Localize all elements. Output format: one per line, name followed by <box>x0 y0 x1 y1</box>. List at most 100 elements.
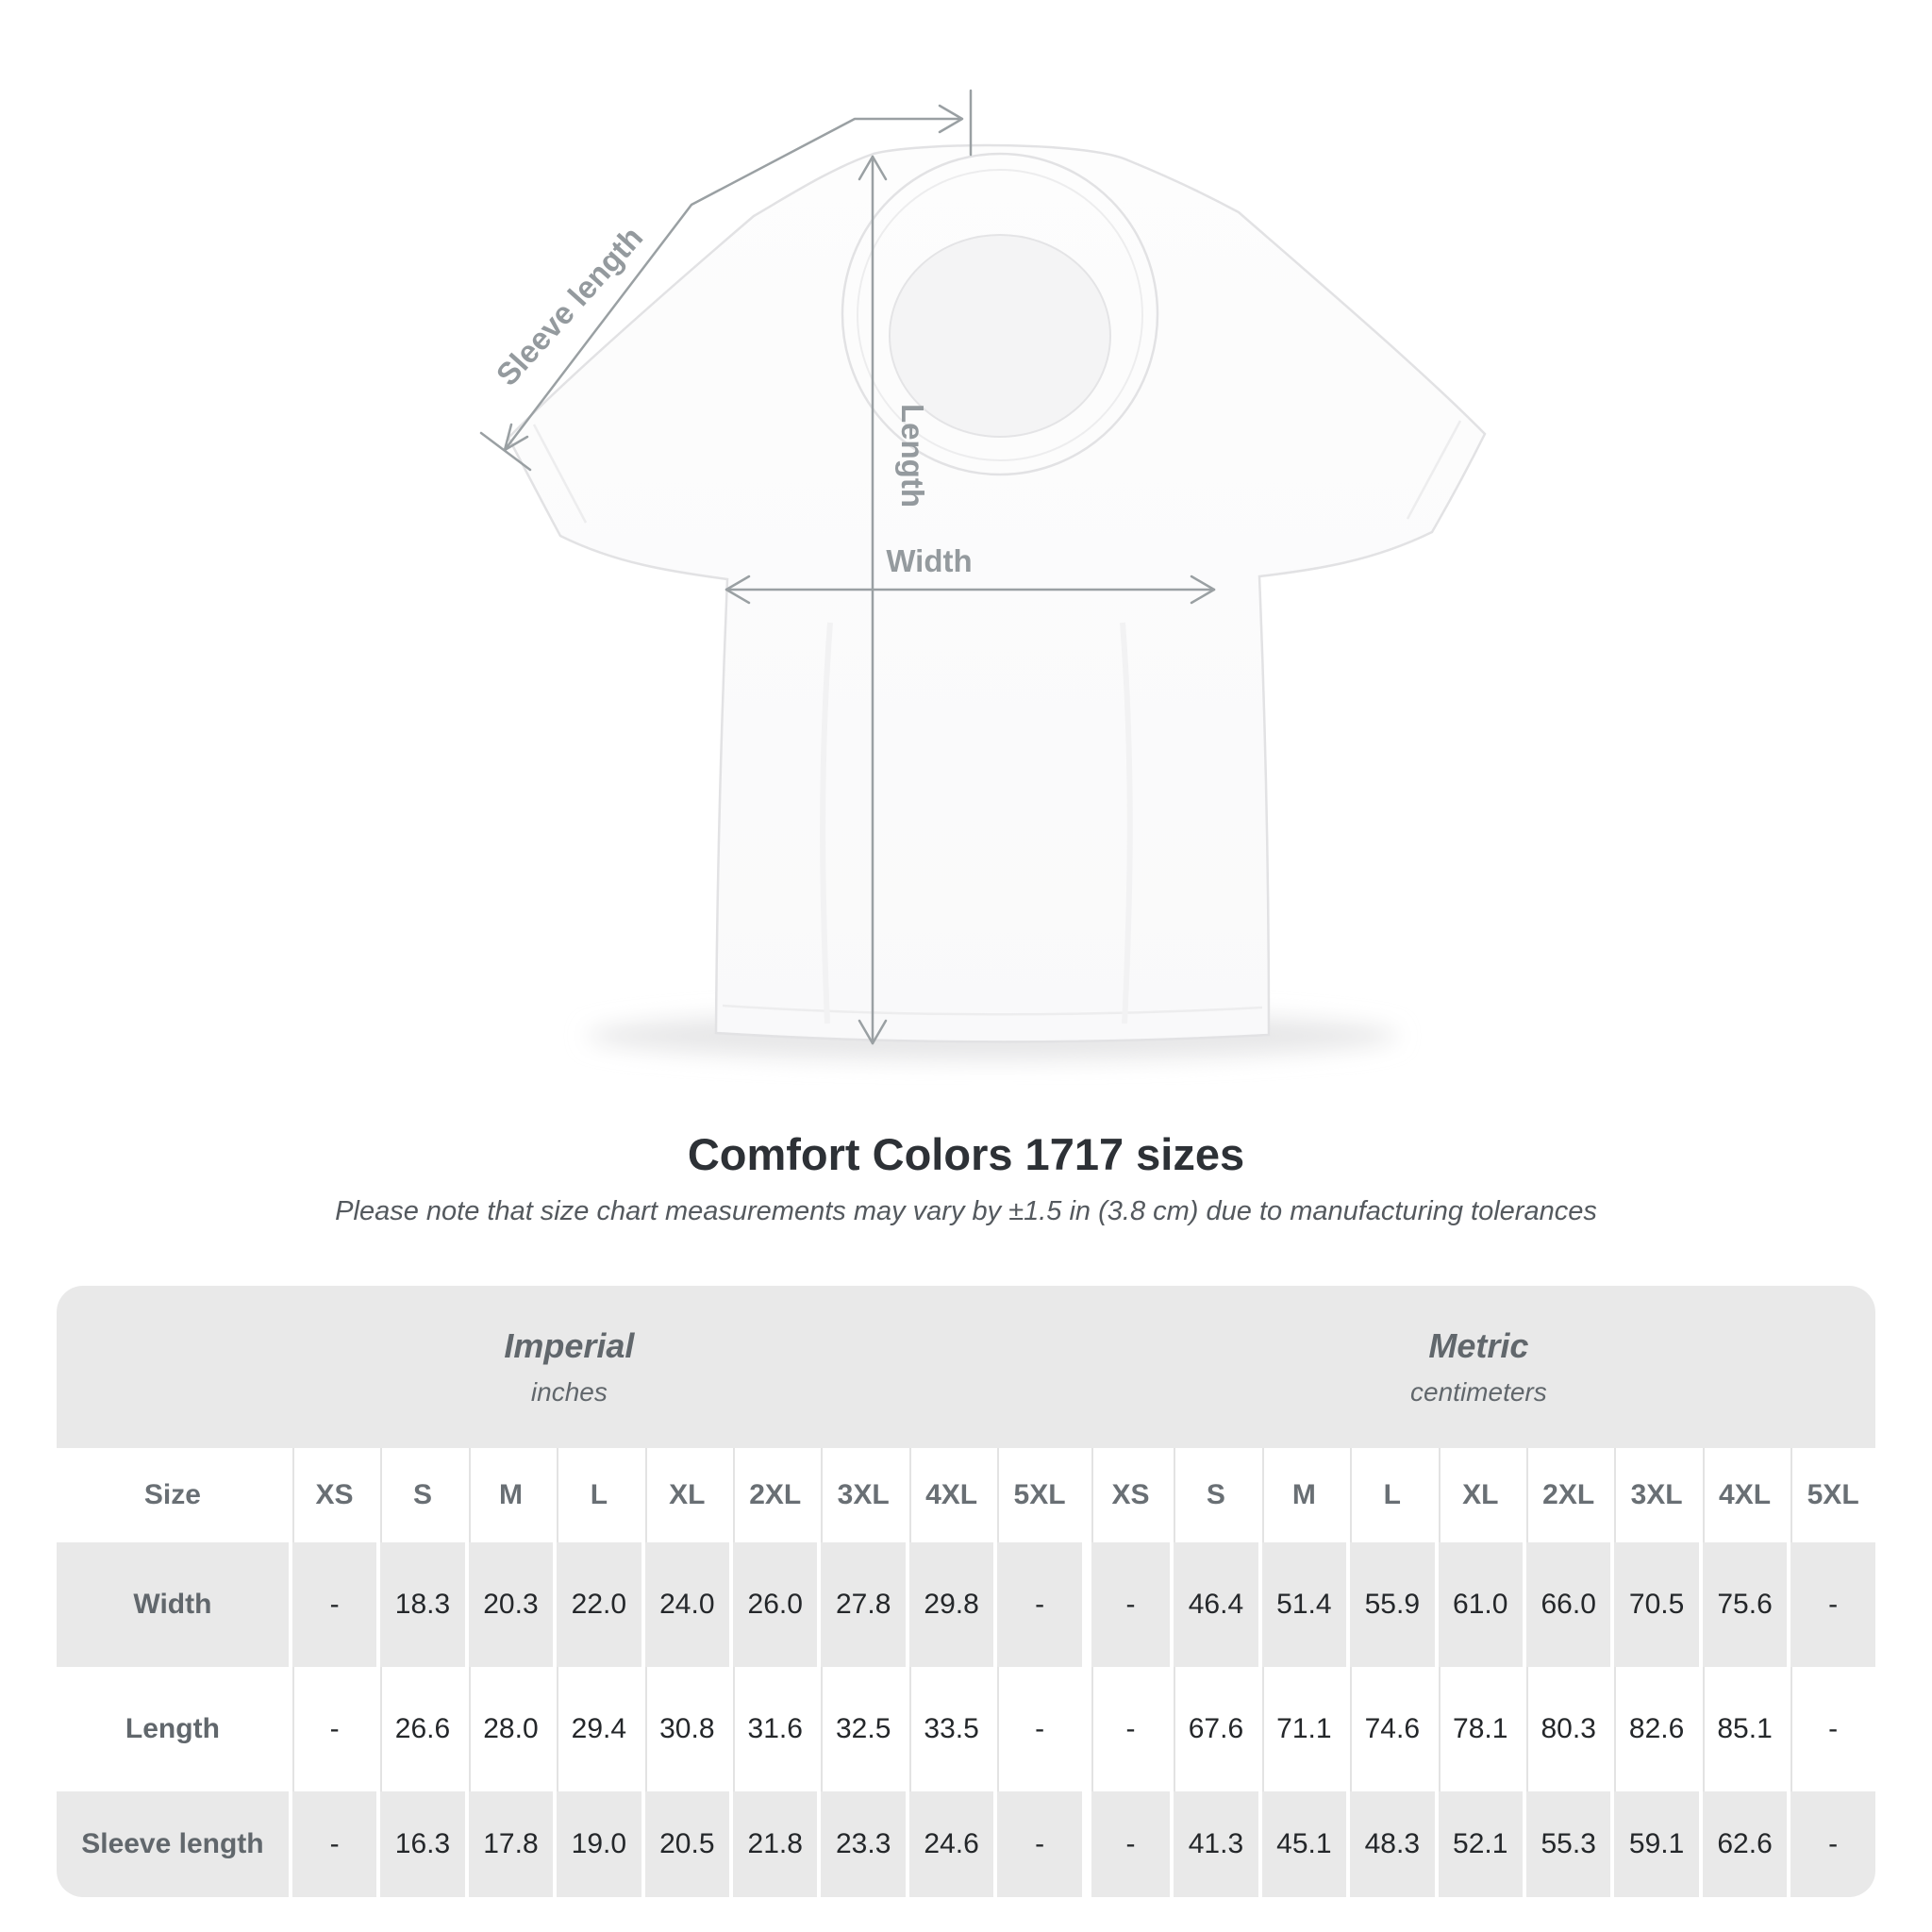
fabric-crease <box>820 622 833 1024</box>
size-header-metric-s: S <box>1170 1448 1257 1542</box>
value-cell: - <box>288 1667 377 1791</box>
size-header-imperial-4xl: 4XL <box>905 1448 993 1542</box>
size-header-imperial-2xl: 2XL <box>729 1448 817 1542</box>
imperial-label: Imperial <box>504 1326 635 1365</box>
value-cell: 28.0 <box>464 1667 554 1791</box>
table-row: Width -18.3 20.3 22.0 24.0 26.0 27.8 29.8- -46.4… <box>57 1542 1875 1667</box>
size-header-row: Size XS S M L XL 2XL 3XL 4XL 5XL XS S M L XL 2XL 3XL 4XL 5… <box>57 1448 1875 1542</box>
value-cell: 16.3 <box>376 1791 465 1897</box>
value-cell: 52.1 <box>1434 1791 1523 1897</box>
value-cell: 24.6 <box>905 1791 994 1897</box>
collar-stitch-line <box>857 169 1143 461</box>
table-row: Length -26.6 28.0 29.4 30.8 31.6 32.5 33.5- -67.… <box>57 1667 1875 1791</box>
value-cell: 30.8 <box>641 1667 730 1791</box>
value-cell: - <box>1081 1791 1171 1897</box>
sleeve-end-tick <box>479 431 532 472</box>
value-cell: 20.3 <box>464 1542 554 1667</box>
row-label: Width <box>57 1542 289 1667</box>
length-label: Length <box>895 404 930 508</box>
row-label: Sleeve length <box>57 1791 289 1897</box>
row-label: Length <box>57 1667 289 1791</box>
value-cell: 41.3 <box>1170 1791 1258 1897</box>
value-cell: 33.5 <box>905 1667 994 1791</box>
width-arrowhead-right <box>1190 575 1216 605</box>
value-cell: 27.8 <box>817 1542 906 1667</box>
value-cell: 31.6 <box>729 1667 818 1791</box>
imperial-section-header: Imperial inches <box>57 1286 1082 1448</box>
size-header-metric-xl: XL <box>1434 1448 1523 1542</box>
value-cell: 26.0 <box>729 1542 818 1667</box>
value-cell: - <box>288 1791 377 1897</box>
value-cell: 80.3 <box>1522 1667 1611 1791</box>
value-cell: - <box>1081 1542 1171 1667</box>
value-cell: 19.0 <box>553 1791 641 1897</box>
value-cell: 78.1 <box>1434 1667 1523 1791</box>
tshirt-measurement-diagram: Sleeve length Length Width <box>479 89 1487 1060</box>
value-cell: - <box>1787 1791 1875 1897</box>
fabric-crease <box>1120 622 1133 1024</box>
length-arrowhead-top <box>858 155 888 181</box>
size-header-metric-2xl: 2XL <box>1522 1448 1610 1542</box>
value-cell: 74.6 <box>1346 1667 1435 1791</box>
metric-label: Metric <box>1428 1326 1529 1365</box>
value-cell: 29.4 <box>553 1667 641 1791</box>
value-cell: 20.5 <box>641 1791 730 1897</box>
section-header-row: Imperial inches Metric centimeters <box>57 1286 1875 1448</box>
size-header-imperial-xs: XS <box>288 1448 376 1542</box>
length-arrowhead-bottom <box>858 1019 888 1045</box>
value-cell: 22.0 <box>553 1542 641 1667</box>
size-header-metric-3xl: 3XL <box>1610 1448 1698 1542</box>
sleeve-length-line <box>503 117 962 452</box>
value-cell: - <box>993 1542 1082 1667</box>
value-cell: 17.8 <box>464 1791 554 1897</box>
value-cell: 45.1 <box>1257 1791 1347 1897</box>
value-cell: - <box>1787 1542 1875 1667</box>
size-header-imperial-m: M <box>464 1448 553 1542</box>
value-cell: 82.6 <box>1610 1667 1699 1791</box>
value-cell: 62.6 <box>1698 1791 1788 1897</box>
value-cell: 32.5 <box>817 1667 906 1791</box>
value-cell: 26.6 <box>376 1667 465 1791</box>
collar-neck-opening <box>889 234 1111 438</box>
value-cell: 67.6 <box>1170 1667 1258 1791</box>
value-cell: - <box>288 1542 377 1667</box>
size-header-metric-l: L <box>1346 1448 1434 1542</box>
collar-outer-seam <box>841 152 1159 476</box>
value-cell: 70.5 <box>1610 1542 1699 1667</box>
value-cell: - <box>1787 1667 1875 1791</box>
value-cell: 55.9 <box>1346 1542 1435 1667</box>
right-sleeve-stitch <box>1406 420 1462 520</box>
hem-stitch-line <box>722 1004 1263 1016</box>
sleeve-length-arrowhead-right <box>938 104 964 134</box>
size-header-metric-4xl: 4XL <box>1698 1448 1787 1542</box>
value-cell: 46.4 <box>1170 1542 1258 1667</box>
value-cell: 66.0 <box>1522 1542 1611 1667</box>
size-header-metric-5xl: 5XL <box>1787 1448 1875 1542</box>
value-cell: 48.3 <box>1346 1791 1435 1897</box>
measurement-lines <box>479 89 1216 1045</box>
size-header-imperial-l: L <box>553 1448 641 1542</box>
value-cell: - <box>993 1667 1082 1791</box>
left-sleeve-stitch <box>532 424 588 524</box>
table-row: Sleeve length -16.3 17.8 19.0 20.5 21.8 23.3 24… <box>57 1791 1875 1897</box>
value-cell: 75.6 <box>1698 1542 1788 1667</box>
value-cell: 51.4 <box>1257 1542 1347 1667</box>
size-header-imperial-xl: XL <box>641 1448 729 1542</box>
value-cell: 23.3 <box>817 1791 906 1897</box>
size-table-container: Imperial inches Metric centimeters Size X… <box>57 1286 1875 1897</box>
value-cell: 59.1 <box>1610 1791 1699 1897</box>
size-header-imperial-5xl: 5XL <box>993 1448 1081 1542</box>
size-header-metric-xs: XS <box>1081 1448 1170 1542</box>
value-cell: 71.1 <box>1257 1667 1347 1791</box>
size-header-imperial-s: S <box>376 1448 464 1542</box>
size-column-header: Size <box>143 1479 201 1510</box>
value-cell: 29.8 <box>905 1542 994 1667</box>
value-cell: 18.3 <box>376 1542 465 1667</box>
metric-section-header: Metric centimeters <box>1081 1286 1875 1448</box>
size-header-metric-m: M <box>1257 1448 1346 1542</box>
tshirt-outline <box>507 143 1487 1043</box>
value-cell: - <box>1081 1667 1171 1791</box>
tolerance-note: Please note that size chart measurements… <box>335 1196 1597 1226</box>
size-header-imperial-3xl: 3XL <box>817 1448 905 1542</box>
